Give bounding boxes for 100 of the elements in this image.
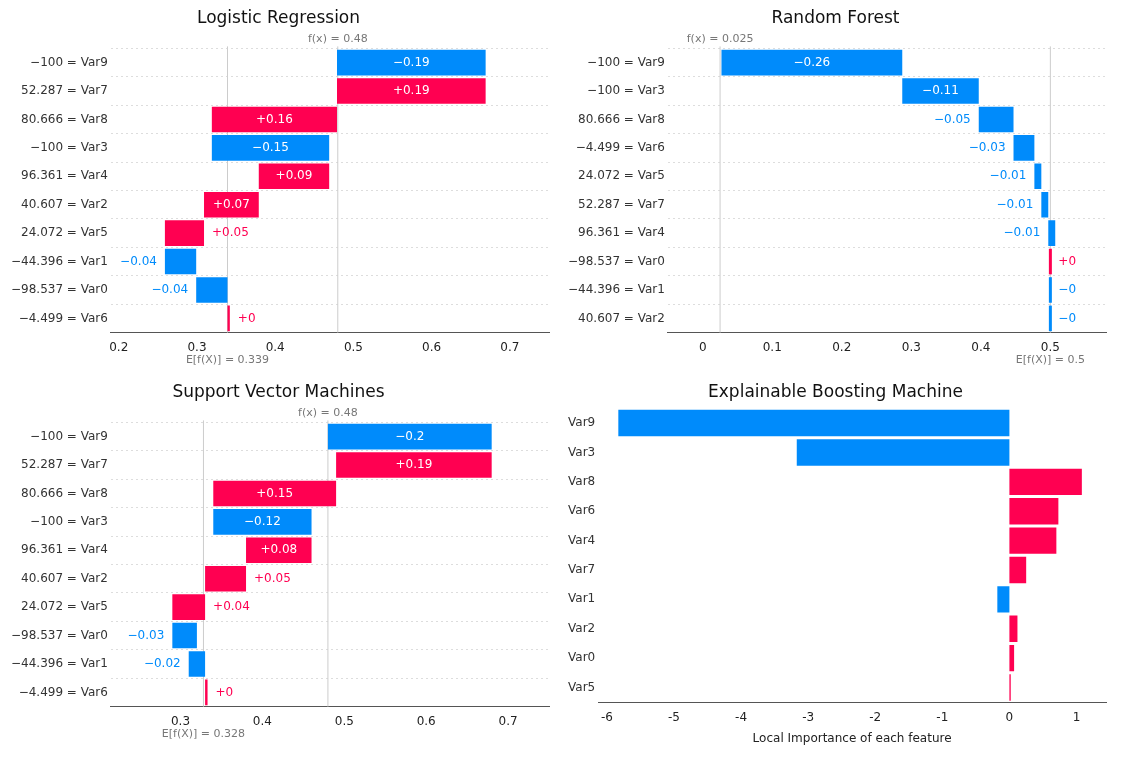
y-tick-label: −44.396 = Var1 <box>10 253 108 268</box>
x-tick-label: 0.4 <box>252 713 272 728</box>
x-tick-label: -2 <box>869 709 882 724</box>
x-tick-label: 0.1 <box>762 339 782 354</box>
x-axis-title: Local Importance of each feature <box>752 730 952 745</box>
bar <box>205 679 208 706</box>
y-tick-label: −100 = Var9 <box>30 428 108 443</box>
data-label: −0.03 <box>968 139 1006 154</box>
data-label: −0.01 <box>1003 225 1041 240</box>
ref-line-label: f(x) = 0.025 <box>686 31 754 45</box>
data-label: −0.11 <box>922 83 959 98</box>
y-tick-label: −100 = Var9 <box>587 54 665 69</box>
y-tick-label: −100 = Var3 <box>587 83 665 98</box>
y-tick-label: Var9 <box>568 415 596 430</box>
bar <box>1013 135 1035 161</box>
y-tick-label: −98.537 = Var0 <box>10 282 108 297</box>
x-tick-label: 0 <box>698 339 707 354</box>
y-tick-label: 24.072 = Var5 <box>578 168 665 183</box>
y-tick-label: 40.607 = Var2 <box>21 570 108 585</box>
data-label: +0.05 <box>254 570 291 585</box>
y-tick-label: Var8 <box>568 473 596 488</box>
y-tick-label: 80.666 = Var8 <box>21 111 108 126</box>
x-tick-label: 0.3 <box>187 339 207 354</box>
data-label: +0.08 <box>260 542 298 557</box>
data-label: −0.15 <box>252 139 289 154</box>
bar <box>1048 248 1052 275</box>
x-tick-label: 1 <box>1072 709 1081 724</box>
data-label: −0 <box>1058 310 1077 325</box>
y-tick-label: 52.287 = Var7 <box>578 196 665 211</box>
bar <box>1009 468 1082 496</box>
x-tick-label: -4 <box>735 709 748 724</box>
y-tick-label: 52.287 = Var7 <box>21 83 108 98</box>
data-label: −0.02 <box>143 656 181 671</box>
bar <box>211 135 330 161</box>
y-tick-label: −100 = Var3 <box>30 513 108 528</box>
data-label: +0.19 <box>395 457 433 472</box>
x-tick-label: 0.4 <box>265 339 285 354</box>
x-tick-label: -5 <box>668 709 680 724</box>
y-tick-label: −100 = Var9 <box>30 54 108 69</box>
bar <box>172 622 197 649</box>
data-label: +0 <box>215 684 234 699</box>
data-label: −0.03 <box>127 627 165 642</box>
bar <box>721 49 903 76</box>
bar <box>337 78 486 104</box>
x-tick-label: 0.7 <box>500 339 520 354</box>
data-label: +0 <box>237 310 256 325</box>
bar <box>172 594 206 620</box>
ref-line-label: E[f(X)] = 0.339 <box>185 352 270 366</box>
x-tick-label: 0.2 <box>832 339 852 354</box>
y-tick-label: 96.361 = Var4 <box>21 168 108 183</box>
x-tick-label: -1 <box>936 709 949 724</box>
y-tick-label: Var7 <box>568 562 596 577</box>
x-tick-label: -3 <box>802 709 815 724</box>
data-label: +0.16 <box>256 111 293 126</box>
y-tick-label: −100 = Var3 <box>30 139 108 154</box>
bar <box>337 49 486 76</box>
x-tick-label: 0.6 <box>422 339 442 354</box>
bar <box>1034 163 1042 190</box>
data-label: +0.04 <box>213 599 250 614</box>
bar <box>164 248 197 275</box>
x-tick-label: -6 <box>600 709 613 724</box>
y-tick-label: 52.287 = Var7 <box>21 457 108 472</box>
chart-title: Logistic Regression <box>196 6 361 27</box>
bar <box>1041 191 1049 218</box>
data-label: −0.04 <box>120 253 157 268</box>
bar <box>227 305 230 332</box>
y-tick-label: Var4 <box>568 532 596 547</box>
data-label: +0.07 <box>213 196 250 211</box>
data-label: +0.15 <box>256 485 294 500</box>
y-tick-label: Var1 <box>568 591 596 606</box>
y-tick-label: 96.361 = Var4 <box>21 542 108 557</box>
bar <box>213 509 312 535</box>
y-tick-label: −4.499 = Var6 <box>18 684 108 699</box>
bar <box>902 78 979 104</box>
x-tick-label: 0.3 <box>170 713 191 728</box>
data-label: −0 <box>1058 282 1077 297</box>
data-label: −0.05 <box>933 111 971 126</box>
bar <box>213 480 337 507</box>
bar <box>188 651 206 677</box>
y-tick-label: 80.666 = Var8 <box>21 485 108 500</box>
x-tick-label: 0.7 <box>498 713 518 728</box>
y-tick-label: −44.396 = Var1 <box>567 282 665 297</box>
x-tick-label: 0.6 <box>416 713 436 728</box>
y-tick-label: −44.396 = Var1 <box>10 656 108 671</box>
y-tick-label: 40.607 = Var2 <box>21 196 108 211</box>
x-tick-label: 0.2 <box>109 339 129 354</box>
x-tick-label: 0.3 <box>901 339 921 354</box>
y-tick-label: −4.499 = Var6 <box>18 310 108 325</box>
data-label: +0 <box>1058 253 1077 268</box>
bar <box>1048 220 1056 246</box>
y-tick-label: −98.537 = Var0 <box>10 627 108 642</box>
bar <box>1048 277 1052 303</box>
y-tick-label: Var0 <box>568 650 596 665</box>
bar <box>1009 527 1057 554</box>
bar <box>1009 498 1059 525</box>
x-tick-label: 0 <box>1005 709 1014 724</box>
bar <box>1048 305 1052 332</box>
x-tick-label: 0.4 <box>971 339 991 354</box>
y-tick-label: Var3 <box>568 444 596 459</box>
data-label: −0.26 <box>793 54 831 69</box>
